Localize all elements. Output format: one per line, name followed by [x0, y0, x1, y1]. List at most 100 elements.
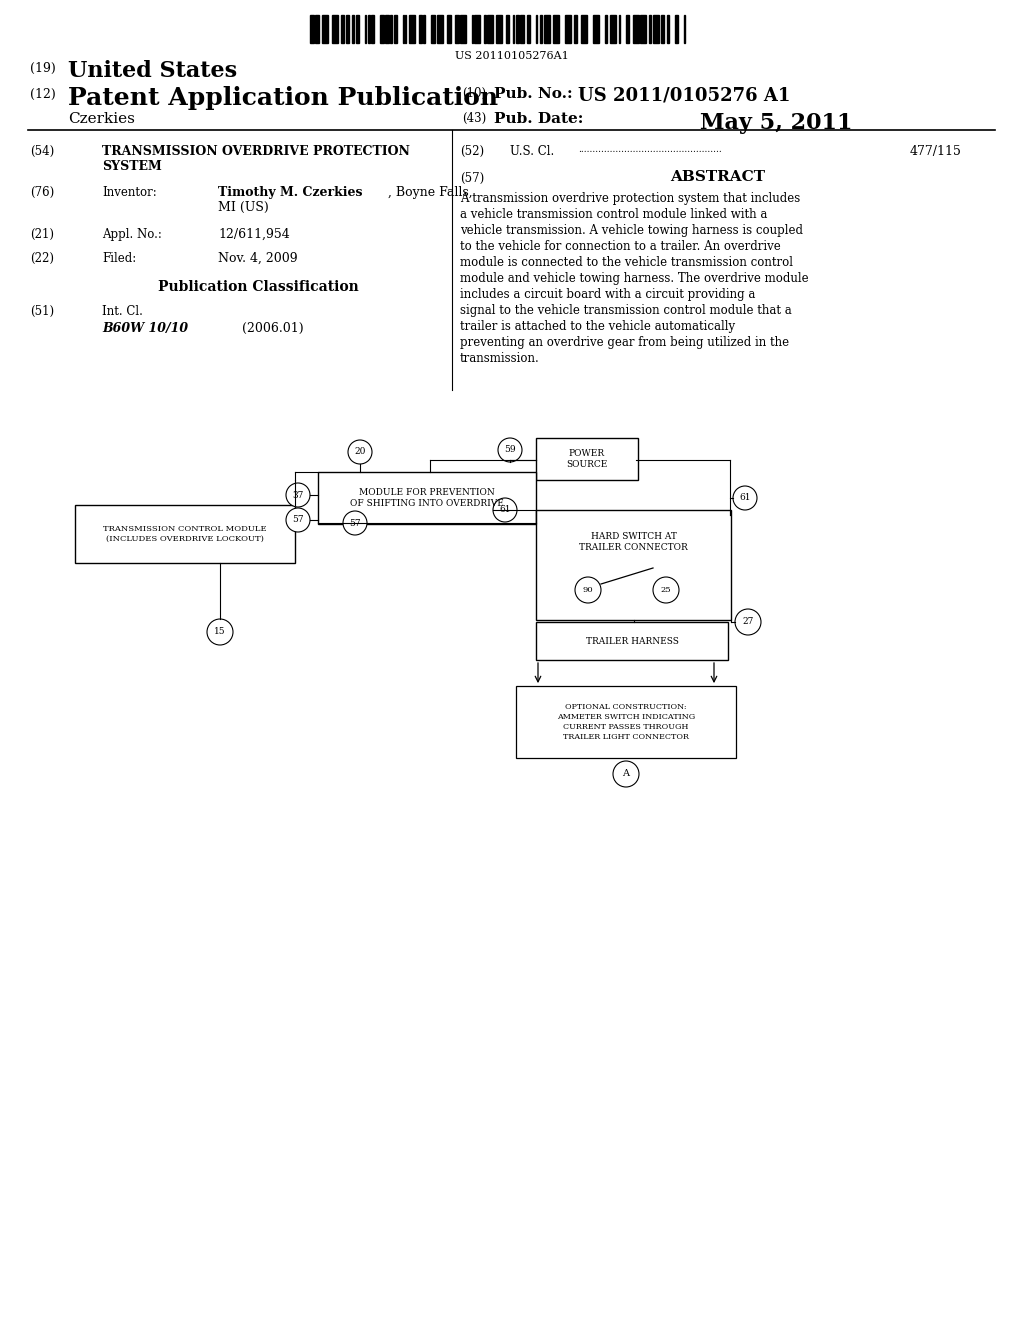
Text: United States: United States	[68, 59, 238, 82]
Bar	[516, 686, 736, 758]
Bar	[593, 15, 599, 44]
Circle shape	[493, 498, 517, 521]
Text: (54): (54)	[30, 145, 54, 158]
Text: Pub. Date:: Pub. Date:	[494, 112, 584, 125]
Bar	[565, 15, 571, 44]
Text: US 2011/0105276 A1: US 2011/0105276 A1	[578, 87, 791, 106]
Bar	[527, 15, 530, 44]
Bar	[536, 510, 731, 620]
Text: Inventor:: Inventor:	[102, 186, 157, 199]
Bar	[675, 15, 678, 44]
Bar	[662, 15, 664, 44]
Bar	[341, 15, 344, 44]
Text: transmission.: transmission.	[460, 352, 540, 366]
Text: (22): (22)	[30, 252, 54, 265]
Bar	[380, 15, 384, 44]
Text: 61: 61	[739, 494, 751, 503]
Text: ABSTRACT: ABSTRACT	[671, 170, 766, 183]
Text: Nov. 4, 2009: Nov. 4, 2009	[218, 252, 298, 265]
Text: Timothy M. Czerkies: Timothy M. Czerkies	[218, 186, 362, 199]
Text: (10): (10)	[462, 87, 486, 100]
Bar	[553, 15, 559, 44]
Bar	[540, 15, 542, 44]
Bar	[626, 15, 629, 44]
Bar	[394, 15, 397, 44]
Circle shape	[343, 511, 367, 535]
Bar	[667, 15, 669, 44]
Text: (76): (76)	[30, 186, 54, 199]
Text: 37: 37	[292, 491, 304, 499]
Text: 477/115: 477/115	[910, 145, 962, 158]
Text: Filed:: Filed:	[102, 252, 136, 265]
Bar	[322, 15, 328, 44]
Bar	[431, 15, 435, 44]
Text: A: A	[623, 770, 630, 779]
Bar	[356, 15, 359, 44]
Circle shape	[207, 619, 233, 645]
Text: TRANSMISSION CONTROL MODULE
(INCLUDES OVERDRIVE LOCKOUT): TRANSMISSION CONTROL MODULE (INCLUDES OV…	[103, 525, 267, 543]
Text: Czerkies: Czerkies	[68, 112, 135, 125]
Circle shape	[613, 762, 639, 787]
Bar	[310, 15, 314, 44]
Bar	[496, 15, 502, 44]
Text: Int. Cl.: Int. Cl.	[102, 305, 143, 318]
Bar	[419, 15, 422, 44]
Text: HARD SWITCH AT
TRAILER CONNECTOR: HARD SWITCH AT TRAILER CONNECTOR	[580, 532, 688, 552]
Text: MODULE FOR PREVENTION
OF SHIFTING INTO OVERDRIVE: MODULE FOR PREVENTION OF SHIFTING INTO O…	[350, 488, 504, 508]
Text: TRAILER HARNESS: TRAILER HARNESS	[586, 636, 679, 645]
Circle shape	[575, 577, 601, 603]
Bar	[610, 15, 616, 44]
Bar	[649, 15, 651, 44]
Bar	[346, 15, 349, 44]
Bar	[75, 506, 295, 564]
Text: module is connected to the vehicle transmission control: module is connected to the vehicle trans…	[460, 256, 793, 269]
Text: 15: 15	[214, 627, 226, 636]
Bar	[581, 15, 587, 44]
Text: Appl. No.:: Appl. No.:	[102, 228, 162, 242]
Bar	[437, 15, 443, 44]
Text: (51): (51)	[30, 305, 54, 318]
Bar	[640, 15, 646, 44]
Text: vehicle transmission. A vehicle towing harness is coupled: vehicle transmission. A vehicle towing h…	[460, 224, 803, 238]
Text: 59: 59	[504, 446, 516, 454]
Circle shape	[735, 609, 761, 635]
Bar	[653, 15, 659, 44]
Bar	[352, 15, 354, 44]
Text: A transmission overdrive protection system that includes: A transmission overdrive protection syst…	[460, 191, 800, 205]
Bar	[332, 15, 338, 44]
Text: module and vehicle towing harness. The overdrive module: module and vehicle towing harness. The o…	[460, 272, 809, 285]
Text: ..................................................: ........................................…	[578, 145, 722, 154]
Text: (2006.01): (2006.01)	[242, 322, 304, 335]
Text: (52): (52)	[460, 145, 484, 158]
Text: signal to the vehicle transmission control module that a: signal to the vehicle transmission contr…	[460, 304, 792, 317]
Circle shape	[498, 438, 522, 462]
Bar	[506, 15, 509, 44]
Circle shape	[286, 508, 310, 532]
Text: includes a circuit board with a circuit providing a: includes a circuit board with a circuit …	[460, 288, 756, 301]
Circle shape	[348, 440, 372, 465]
Bar	[390, 15, 392, 44]
Text: SYSTEM: SYSTEM	[102, 160, 162, 173]
Bar	[409, 15, 415, 44]
Bar	[633, 15, 639, 44]
Bar	[315, 15, 319, 44]
Text: Patent Application Publication: Patent Application Publication	[68, 86, 498, 110]
Text: a vehicle transmission control module linked with a: a vehicle transmission control module li…	[460, 209, 767, 220]
Text: 20: 20	[354, 447, 366, 457]
Text: 90: 90	[583, 586, 593, 594]
Bar	[574, 15, 577, 44]
Text: US 20110105276A1: US 20110105276A1	[455, 51, 569, 61]
Bar	[544, 15, 550, 44]
Bar	[484, 15, 486, 44]
Text: to the vehicle for connection to a trailer. An overdrive: to the vehicle for connection to a trail…	[460, 240, 780, 253]
Text: 12/611,954: 12/611,954	[218, 228, 290, 242]
Text: preventing an overdrive gear from being utilized in the: preventing an overdrive gear from being …	[460, 337, 790, 348]
Text: (12): (12)	[30, 88, 55, 102]
Text: May 5, 2011: May 5, 2011	[700, 112, 853, 135]
Text: Publication Classification: Publication Classification	[158, 280, 358, 294]
Bar	[520, 15, 524, 44]
Text: B60W 10/10: B60W 10/10	[102, 322, 188, 335]
Circle shape	[653, 577, 679, 603]
Text: (21): (21)	[30, 228, 54, 242]
Bar	[318, 473, 536, 524]
